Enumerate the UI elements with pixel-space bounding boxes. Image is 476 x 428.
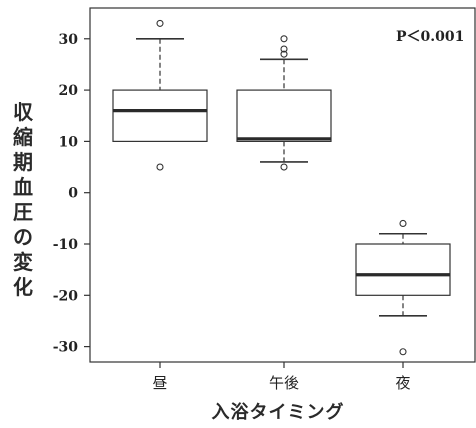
box-1: [236, 89, 332, 142]
y-tick-label: -10: [53, 237, 79, 253]
outlier-point: [156, 19, 164, 27]
y-tick-label: -30: [53, 340, 79, 356]
box-0: [112, 89, 208, 142]
p-value-annotation: P＜0.001: [396, 29, 465, 45]
outlier-point: [399, 348, 407, 356]
outlier-point: [280, 45, 288, 53]
x-tick-label: 午後: [269, 374, 299, 392]
y-tick-label: 10: [59, 134, 79, 150]
outlier-point: [399, 219, 407, 228]
x-tick-label: 夜: [395, 374, 410, 392]
y-axis-label: 収縮期血圧の変化: [13, 100, 33, 299]
outlier-point: [156, 163, 164, 171]
plot-frame: [89, 7, 476, 363]
y-tick-label: -20: [53, 288, 79, 304]
outlier-point: [280, 163, 288, 171]
outlier-point: [280, 50, 288, 58]
outlier-point: [280, 35, 288, 43]
box-2: [355, 243, 451, 296]
y-tick-label: 20: [59, 83, 79, 99]
y-tick-label: 30: [59, 32, 79, 48]
x-axis-label: 入浴タイミング: [211, 402, 345, 423]
y-tick-label: 0: [68, 186, 78, 202]
x-tick-label: 昼: [152, 374, 167, 392]
